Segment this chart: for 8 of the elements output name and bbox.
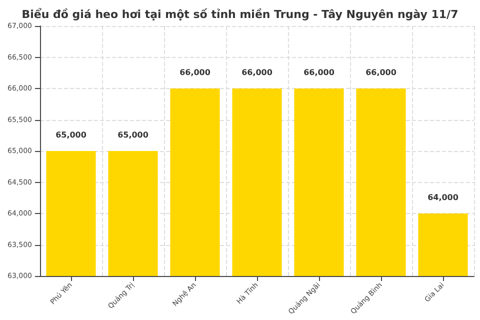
data-label: 64,000 [428,193,459,202]
data-label: 66,000 [366,68,397,77]
chart-title: Biểu đồ giá heo hơi tại một số tỉnh miền Trung - Tây Nguyên ngày 11/7 [22,7,458,21]
data-label: 66,000 [304,68,335,77]
data-label: 65,000 [118,130,149,140]
data-label: 66,000 [242,68,273,77]
data-label: 65,000 [56,130,87,140]
data-label: 66,000 [180,68,211,77]
